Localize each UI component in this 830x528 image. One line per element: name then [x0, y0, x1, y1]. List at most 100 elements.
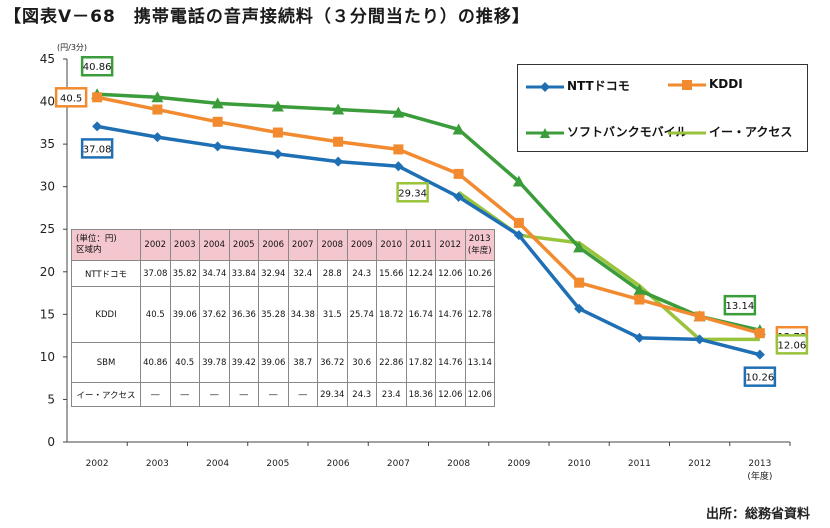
- y-tick-label: 30: [40, 180, 55, 194]
- legend-label-sbm: ソフトバンクモバイル: [567, 125, 688, 139]
- data-point: [634, 332, 645, 343]
- table-row-label: イー・アクセス: [71, 382, 141, 407]
- data-point: [393, 161, 404, 172]
- y-tick-label: 0: [47, 435, 55, 449]
- callout-label: 29.34: [398, 188, 427, 199]
- table-cell: 33.84: [228, 260, 259, 287]
- data-point: [453, 191, 464, 202]
- legend-item-ntt: NTTドコモ: [526, 77, 630, 94]
- data-point: [332, 103, 345, 115]
- table-cell: 18.36: [405, 382, 436, 407]
- table-cell: ―: [140, 382, 171, 407]
- table-cell: 32.94: [258, 260, 289, 287]
- data-point: [452, 123, 465, 135]
- table-cell: 40.5: [140, 286, 171, 343]
- callout-box: [743, 366, 777, 387]
- series-line-2: [97, 92, 761, 332]
- data-point: [512, 175, 525, 187]
- data-point: [152, 104, 163, 115]
- table-row: イー・アクセス ― ― ― ― ― ― 29.34 24.3 23.4 18.36 12.06 12.0…: [71, 382, 495, 407]
- table-cell: 35.82: [169, 260, 200, 287]
- data-point: [92, 121, 103, 132]
- table-cell: 37.08: [140, 260, 171, 287]
- table-cell: 39.42: [228, 342, 259, 383]
- table-year-header: 2009: [346, 229, 377, 261]
- series-line-0: [96, 124, 761, 357]
- table-cell: 14.76: [435, 342, 466, 383]
- table-row: KDDI 40.5 39.06 37.62 36.36 35.28 34.38 31.5 25.…: [71, 286, 495, 343]
- legend-swatch-kddi: [668, 79, 706, 90]
- table-cell: ―: [287, 382, 318, 407]
- data-point: [211, 97, 224, 109]
- table-year-header: 2008: [317, 229, 348, 261]
- y-tick-label: 20: [40, 265, 55, 279]
- callout-label: 40.5: [60, 93, 82, 104]
- x-tick-label: 2011: [628, 459, 651, 469]
- y-tick-label: 40: [40, 95, 55, 109]
- table-cell: 13.14: [464, 342, 495, 383]
- table-cell: 30.6: [346, 342, 377, 383]
- table-cell: ―: [199, 382, 230, 407]
- data-point: [574, 277, 585, 288]
- series-line-3: [457, 190, 760, 342]
- table-cell: 36.36: [228, 286, 259, 343]
- y-tick-label: 10: [40, 350, 55, 364]
- callout-label: 12.06: [778, 340, 807, 351]
- series-line-1: [96, 95, 761, 335]
- data-point: [333, 156, 344, 167]
- y-unit-label: (円/3分): [57, 43, 87, 52]
- table-year-header: 2011: [405, 229, 436, 261]
- table-year-header-last: 2013 (年度): [464, 229, 495, 261]
- legend-item-kddi: KDDI: [668, 77, 743, 91]
- table-year-header: 2007: [287, 229, 318, 261]
- data-point: [453, 168, 464, 179]
- table-cell: 35.28: [258, 286, 289, 343]
- table-cell: 16.74: [405, 286, 436, 343]
- y-tick-label: 35: [40, 137, 55, 151]
- data-point: [513, 217, 524, 228]
- data-point: [392, 106, 405, 118]
- data-point: [633, 284, 646, 296]
- table-unit-label: (単位：円): [76, 234, 117, 244]
- data-point: [212, 141, 223, 152]
- x-tick-label: 2005: [266, 459, 289, 469]
- callout-box: [723, 294, 757, 316]
- x-tick-label: 2004: [206, 459, 229, 469]
- callout-label: 37.08: [83, 144, 112, 155]
- x-tick-label: 2010: [568, 459, 591, 469]
- table-cell: ―: [258, 382, 289, 407]
- table-cell: 34.38: [287, 286, 318, 343]
- callout-box: [396, 182, 429, 203]
- data-point: [212, 116, 223, 127]
- y-tick-label: 45: [40, 52, 55, 66]
- legend-swatch-ntt: [526, 81, 564, 92]
- callout-label: 10.26: [746, 373, 775, 384]
- table-year-header: 2002: [140, 229, 171, 261]
- page-title: 【図表Ⅴ－68 携帯電話の音声接続料（３分間当たり）の推移】: [4, 7, 530, 27]
- table-corner-header: (単位：円) 区域内: [71, 229, 141, 261]
- callout-box: [80, 138, 114, 159]
- table-cell: 12.78: [464, 286, 495, 343]
- legend-swatch-sbm: [526, 127, 564, 138]
- table-cell: 40.86: [140, 342, 171, 383]
- table-cell: 12.06: [435, 260, 466, 287]
- table-cell: 12.24: [405, 260, 436, 287]
- data-point: [573, 241, 586, 253]
- legend-label-ntt: NTTドコモ: [567, 79, 630, 93]
- table-cell: 40.5: [169, 342, 200, 383]
- table-cell: 34.74: [199, 260, 230, 287]
- data-point: [92, 92, 103, 103]
- table-fiscal-label: (年度): [467, 246, 492, 256]
- table-cell: 39.06: [258, 342, 289, 383]
- data-point: [152, 132, 163, 143]
- y-tick-label: 15: [40, 307, 55, 321]
- table-region-label: 区域内: [76, 245, 102, 255]
- table-cell: 39.78: [199, 342, 230, 383]
- table-cell: ―: [228, 382, 259, 407]
- table-row-label: SBM: [71, 342, 141, 383]
- table-year-header: 2010: [376, 229, 407, 261]
- legend-item-eaccess: イー・アクセス: [668, 123, 792, 140]
- data-point: [754, 328, 765, 339]
- data-point: [694, 311, 705, 322]
- table-cell: 25.74: [346, 286, 377, 343]
